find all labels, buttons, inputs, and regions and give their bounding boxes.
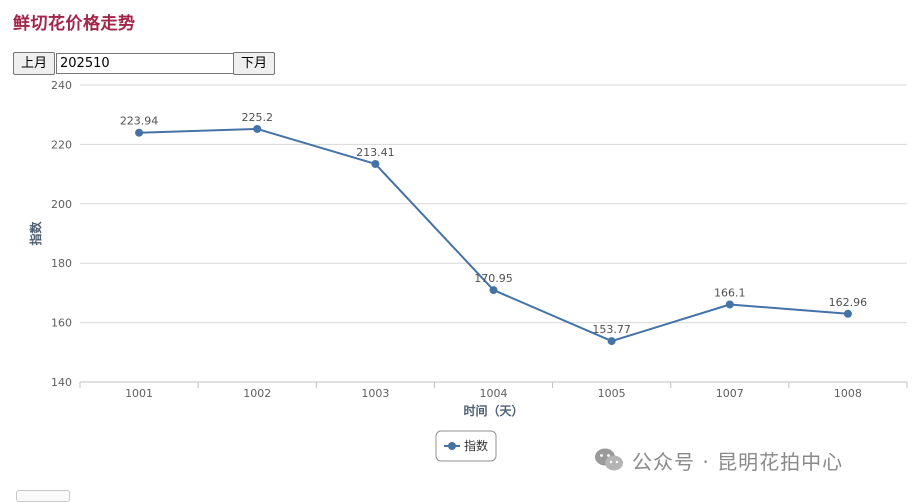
series-line <box>139 127 849 343</box>
x-tick-label: 1001 <box>125 387 153 400</box>
legend-box <box>435 430 497 462</box>
x-axis-tick-labels: 1001 1002 1003 1004 1005 1007 1008 <box>125 387 862 400</box>
y-tick-label: 240 <box>51 79 72 92</box>
x-tick-label: 1007 <box>716 387 744 400</box>
x-tick-label: 1005 <box>598 387 626 400</box>
x-axis-title: 时间（天） <box>463 403 523 418</box>
legend-marker <box>448 442 456 450</box>
data-label: 162.96 <box>829 296 868 309</box>
data-point <box>371 159 380 168</box>
watermark: 公众号 · 昆明花拍中心 <box>594 446 843 474</box>
data-label: 153.77 <box>592 323 631 336</box>
y-axis-title: 指数 <box>28 221 43 246</box>
data-point <box>607 337 616 346</box>
wechat-icon <box>595 448 623 471</box>
legend-label: 指数 <box>464 438 488 453</box>
data-label: 166.1 <box>714 286 746 299</box>
footer-button-partial[interactable] <box>16 490 70 502</box>
series-layer <box>135 124 852 346</box>
y-tick-label: 200 <box>51 198 72 211</box>
x-tick-label: 1004 <box>480 387 508 400</box>
x-tick-label: 1002 <box>243 387 271 400</box>
data-point <box>135 128 144 137</box>
data-label: 213.41 <box>356 146 395 159</box>
x-tick-label: 1008 <box>834 387 862 400</box>
data-label: 225.2 <box>241 111 273 124</box>
month-input[interactable] <box>56 53 234 74</box>
page-title: 鲜切花价格走势 <box>13 14 136 34</box>
data-point <box>253 124 262 133</box>
prev-month-button[interactable]: 上月 <box>13 52 55 75</box>
data-label: 223.94 <box>120 115 159 128</box>
y-tick-label: 180 <box>51 257 72 270</box>
legend[interactable]: 指数 <box>435 430 497 462</box>
grid-lines <box>80 84 907 324</box>
y-tick-label: 140 <box>51 376 72 389</box>
y-axis-tick-labels: 140 160 180 200 220 240 <box>51 79 72 389</box>
data-label: 170.95 <box>474 272 513 285</box>
data-point <box>725 300 734 309</box>
data-point <box>489 286 498 295</box>
data-point <box>843 309 852 318</box>
x-axis-ticks <box>79 382 908 388</box>
y-tick-label: 220 <box>51 138 72 151</box>
x-tick-label: 1003 <box>361 387 389 400</box>
y-tick-label: 160 <box>51 317 72 330</box>
data-labels: 223.94 225.2 213.41 170.95 153.77 166.1 162.96 <box>120 111 867 336</box>
watermark-text: 公众号 · 昆明花拍中心 <box>632 449 844 474</box>
next-month-button[interactable]: 下月 <box>233 52 275 75</box>
